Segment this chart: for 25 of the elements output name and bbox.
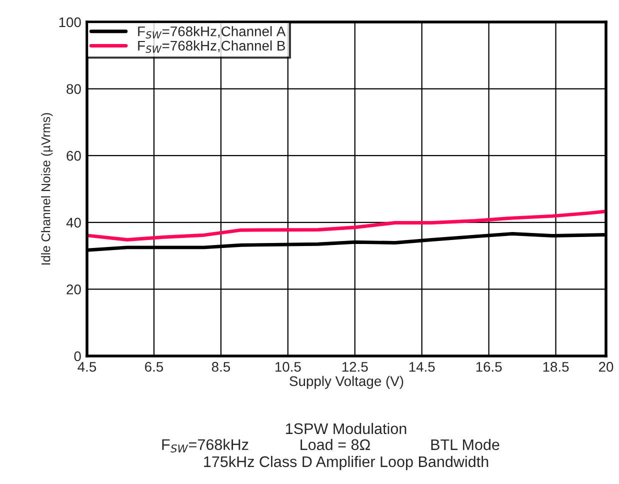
- text: Load = 8Ω: [300, 438, 370, 450]
- y-tick-label: 0: [74, 351, 81, 362]
- x-tick-label: 20: [598, 362, 614, 372]
- y-axis-title: Idle Channel Noise (µVrms): [41, 113, 53, 264]
- line-series: [87, 210, 606, 242]
- y-tick-label: 60: [66, 150, 81, 161]
- x-tick-label: 14.5: [409, 362, 435, 372]
- y-tick-label: 100: [59, 17, 81, 28]
- legend-label: F$_{SW}$=768kHz,Channel A: [138, 26, 286, 39]
- text: 175kHz Class D Amplifier Loop Bandwidth: [204, 456, 488, 470]
- x-tick-label: 18.5: [543, 362, 569, 372]
- legend-label: F$_{SW}$=768kHz,Channel B: [138, 40, 285, 53]
- y-tick-label: 80: [66, 84, 81, 94]
- x-tick-label: 4.5: [78, 362, 96, 372]
- text: 1SPW Modulation: [286, 422, 406, 434]
- x-tick-label: 8.5: [212, 362, 230, 372]
- text: BTL Mode: [431, 438, 500, 450]
- x-tick-label: 6.5: [145, 362, 164, 372]
- y-tick-label: 40: [66, 218, 81, 228]
- y-tick-label: 20: [66, 284, 81, 294]
- x-tick-label: 16.5: [476, 362, 502, 372]
- text: F$_{SW}$=768kHz: [162, 438, 248, 453]
- x-axis-title: Supply Voltage (V): [290, 376, 404, 389]
- x-tick-label: 12.5: [342, 362, 368, 372]
- x-tick-label: 10.5: [275, 362, 301, 372]
